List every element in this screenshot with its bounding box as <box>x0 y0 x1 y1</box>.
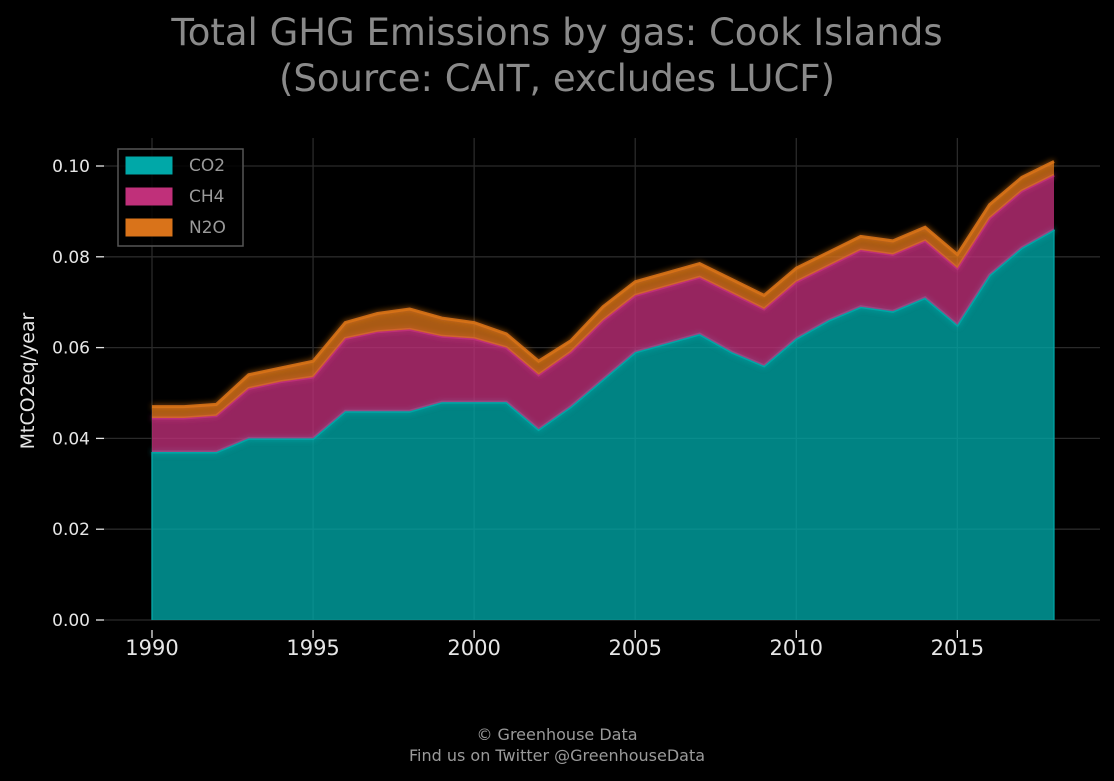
legend-swatch-co2 <box>125 156 173 175</box>
legend-swatch-n2o <box>125 218 173 237</box>
x-tick-label: 2005 <box>608 636 661 660</box>
chart-title-main: Total GHG Emissions by gas: Cook Islands <box>171 11 943 54</box>
area-n2o <box>152 161 1054 418</box>
legend-swatch-ch4 <box>125 187 173 206</box>
x-tick-label: 1990 <box>125 636 178 660</box>
legend: CO2 CH4 N2O <box>117 148 244 247</box>
footer-twitter: Find us on Twitter @GreenhouseData <box>408 746 706 765</box>
y-tick-label: 0.08 <box>52 248 90 268</box>
y-tick-label: 0.06 <box>52 339 90 359</box>
x-tick-label: 2015 <box>931 636 984 660</box>
y-tick-label: 0.02 <box>52 520 90 540</box>
x-tick-label: 2010 <box>770 636 823 660</box>
chart-subtitle: (Source: CAIT, excludes LUCF) <box>278 57 836 100</box>
legend-label-ch4: CH4 <box>189 187 224 207</box>
y-tick-label: 0.10 <box>52 157 90 177</box>
x-tick-label: 1995 <box>286 636 339 660</box>
area-ch4 <box>152 175 1054 452</box>
footer: © Greenhouse Data Find us on Twitter @Gr… <box>0 724 1114 766</box>
line-n2o <box>152 160 1055 409</box>
legend-label-co2: CO2 <box>189 156 225 176</box>
y-axis-label: MtCO2eq/year <box>17 312 39 449</box>
legend-label-n2o: N2O <box>189 218 226 238</box>
axes: 0.00 0.02 0.04 0.06 0.08 0.10 1990 1995 2000 2005… <box>17 157 984 660</box>
y-tick-label: 0.04 <box>52 429 90 449</box>
area-co2 <box>152 229 1054 620</box>
chart-title: Total GHG Emissions by gas: Cook Islands… <box>0 10 1114 102</box>
area-layer <box>151 160 1055 620</box>
y-tick-label: 0.00 <box>52 611 90 631</box>
x-tick-label: 2000 <box>447 636 500 660</box>
footer-copyright: © Greenhouse Data <box>476 725 638 744</box>
